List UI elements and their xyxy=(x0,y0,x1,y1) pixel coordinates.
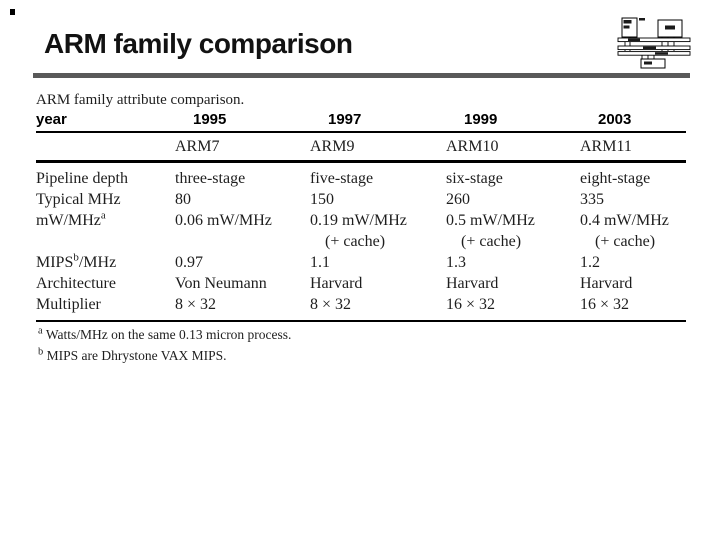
cell: 16 × 32 xyxy=(580,296,630,313)
cell: 0.4 mW/MHz xyxy=(580,212,669,229)
table-caption: ARM family attribute comparison. xyxy=(36,92,245,108)
table-row: Typical MHz 80 150 260 335 xyxy=(36,189,686,210)
table-row: MIPSb/MHz 0.97 1.1 1.3 1.2 xyxy=(36,252,686,273)
rule-under-years xyxy=(36,131,686,133)
table-model-row: ARM7 ARM9 ARM10 ARM11 xyxy=(36,136,686,157)
footnote-a: a Watts/MHz on the same 0.13 micron proc… xyxy=(38,325,292,343)
cell: 150 xyxy=(310,191,334,208)
cell: Von Neumann xyxy=(175,275,267,292)
title-divider xyxy=(33,73,690,78)
cell: 0.19 mW/MHz xyxy=(310,212,407,229)
rule-table-bottom xyxy=(36,320,686,322)
model-row-spacer xyxy=(36,136,175,157)
cell: eight-stage xyxy=(580,170,651,187)
year-1995: 1995 xyxy=(193,111,227,128)
page-title: ARM family comparison xyxy=(44,28,353,59)
row-label xyxy=(36,231,175,252)
cell: 16 × 32 xyxy=(446,296,496,313)
table-row-cache: (+ cache) (+ cache) (+ cache) xyxy=(36,231,686,252)
footnote-b: b MIPS are Dhrystone VAX MIPS. xyxy=(38,346,227,364)
year-2003: 2003 xyxy=(598,111,632,128)
cell: 260 xyxy=(446,191,470,208)
cell: six-stage xyxy=(446,170,503,187)
cell: 1.2 xyxy=(580,254,600,271)
table-row: mW/MHza 0.06 mW/MHz 0.19 mW/MHz 0.5 mW/M… xyxy=(36,210,686,231)
table-row: Multiplier 8 × 32 8 × 32 16 × 32 16 × 32 xyxy=(36,294,686,315)
cell: (+ cache) xyxy=(461,233,522,250)
cell: three-stage xyxy=(175,170,246,187)
model-arm7: ARM7 xyxy=(175,138,220,155)
cell: 1.3 xyxy=(446,254,466,271)
cell: 0.97 xyxy=(175,254,203,271)
table-body: Pipeline depth three-stage five-stage si… xyxy=(36,168,686,315)
footnote-ref-a: a xyxy=(100,209,106,222)
row-label: Architecture xyxy=(36,275,116,292)
cell: 1.1 xyxy=(310,254,330,271)
model-arm10: ARM10 xyxy=(446,138,499,155)
footnote-a-text: Watts/MHz on the same 0.13 micron proces… xyxy=(45,327,292,342)
row-label: Multiplier xyxy=(36,296,101,313)
year-row-label: year xyxy=(36,111,67,128)
year-1999: 1999 xyxy=(464,111,498,128)
footnote-ref-b: b xyxy=(73,251,79,264)
rule-header-bottom xyxy=(36,160,686,163)
footnote-b-marker: b xyxy=(38,346,44,358)
footnote-b-text: MIPS are Dhrystone VAX MIPS. xyxy=(46,348,227,363)
model-arm11: ARM11 xyxy=(580,138,632,155)
cell: Harvard xyxy=(580,275,633,292)
cell: 0.5 mW/MHz xyxy=(446,212,535,229)
cell: 0.06 mW/MHz xyxy=(175,212,272,229)
cell: 80 xyxy=(175,191,191,208)
table-row: Pipeline depth three-stage five-stage si… xyxy=(36,168,686,189)
cell: (+ cache) xyxy=(595,233,656,250)
model-arm9: ARM9 xyxy=(310,138,355,155)
footnote-a-marker: a xyxy=(38,325,43,337)
cell: 8 × 32 xyxy=(175,296,217,313)
table-row: Architecture Von Neumann Harvard Harvard… xyxy=(36,273,686,294)
row-label: Pipeline depth xyxy=(36,170,128,187)
row-label: mW/MHza xyxy=(36,209,106,229)
row-label: MIPSb/MHz xyxy=(36,251,117,271)
row-label: Typical MHz xyxy=(36,191,121,208)
year-1997: 1997 xyxy=(328,111,362,128)
cell: Harvard xyxy=(446,275,499,292)
cell: 335 xyxy=(580,191,604,208)
cell: 8 × 32 xyxy=(310,296,352,313)
cell: Harvard xyxy=(310,275,363,292)
table-year-row: year 1995 1997 1999 2003 xyxy=(36,110,686,131)
cell xyxy=(175,231,310,252)
soc-bus-diagram-icon xyxy=(612,8,694,75)
cell: five-stage xyxy=(310,170,374,187)
slide-artifact-mark xyxy=(10,9,15,15)
cell: (+ cache) xyxy=(325,233,386,250)
